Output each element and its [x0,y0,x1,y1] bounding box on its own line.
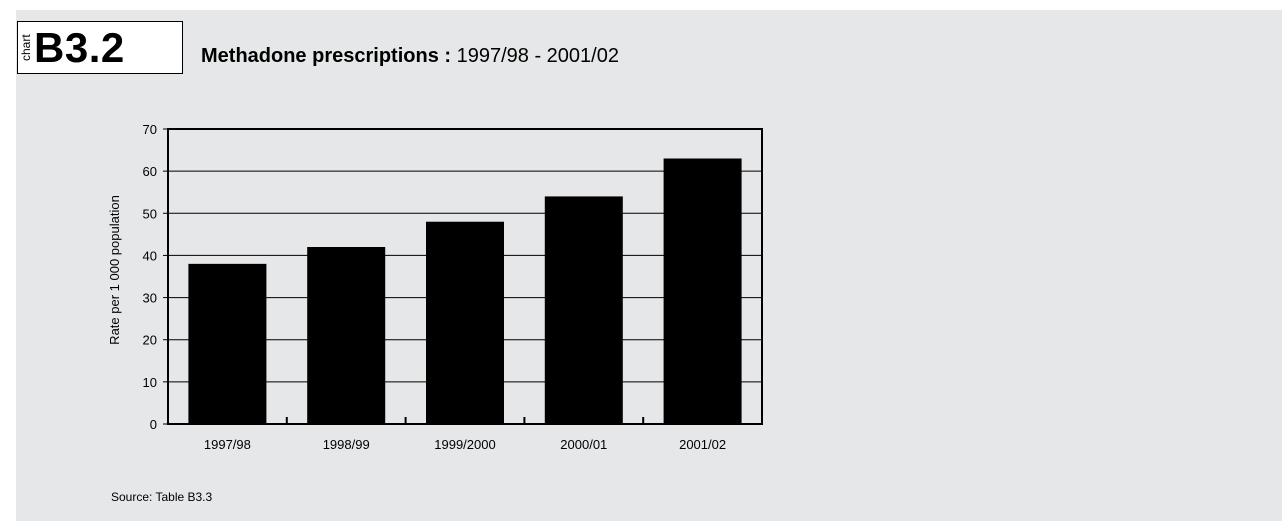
x-tick-labels: 1997/98 1998/99 1999/2000 2000/01 2001/02 [204,437,726,452]
chart-id-label: B3.2 [34,24,125,71]
y-tick-label: 30 [143,291,157,306]
chart-title-range: 1997/98 - 2001/02 [456,45,619,67]
chart-title: Methadone prescriptions : 1997/98 - 2001… [201,45,619,68]
y-axis-label: Rate per 1 000 population [107,195,122,345]
y-tick-label: 50 [143,206,157,221]
y-tick-label: 60 [143,164,157,179]
bar [544,196,623,424]
bar [426,221,504,424]
y-tick-labels: 0 10 20 30 40 50 60 70 [143,122,157,432]
x-tick-label: 1999/2000 [434,437,495,452]
bar [307,247,386,424]
source-note: Source: Table B3.3 [111,490,213,504]
chart-label-box: chart B3.2 [17,21,183,74]
y-tick-label: 20 [143,333,157,348]
y-tick-label: 70 [143,122,157,137]
bars [188,158,742,424]
y-tick-label: 10 [143,375,157,390]
y-tick-label: 40 [143,248,157,263]
x-tick-label: 2001/02 [679,437,726,452]
y-tick-label: 0 [150,417,157,432]
x-tick-label: 2000/01 [560,437,607,452]
axes [163,128,763,425]
bar [663,158,742,424]
x-tick-label: 1998/99 [323,437,370,452]
chart-title-bold: Methadone prescriptions : [201,45,452,67]
x-tick-label: 1997/98 [204,437,251,452]
bar [188,263,267,424]
